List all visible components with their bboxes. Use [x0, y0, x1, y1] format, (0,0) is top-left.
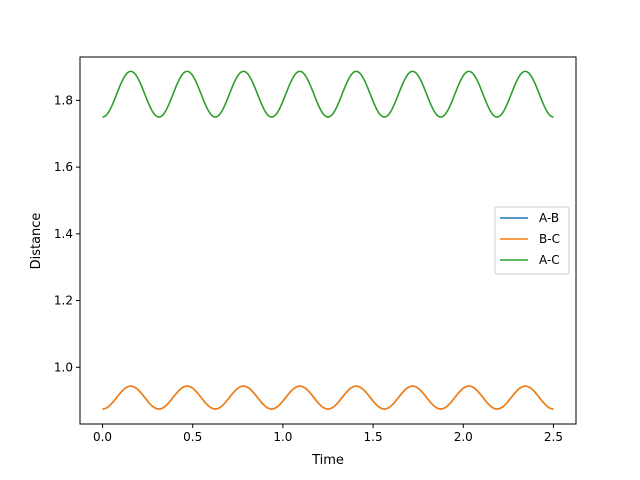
x-tick-label: 1.0 — [273, 430, 292, 444]
x-tick-label: 0.5 — [183, 430, 202, 444]
series-layer — [102, 70, 554, 410]
x-axis-label: Time — [311, 453, 344, 468]
x-axis: 0.0 0.5 1.0 1.5 2.0 2.5 — [93, 424, 563, 444]
plot-frame — [79, 56, 577, 425]
y-axis: 1.0 1.2 1.4 1.6 1.8 — [54, 93, 80, 374]
x-tick-label: 0.0 — [93, 430, 112, 444]
y-tick-label: 1.4 — [54, 227, 73, 241]
y-tick-label: 1.8 — [54, 93, 73, 107]
legend-label: A-C — [539, 253, 560, 267]
y-tick-label: 1.0 — [54, 360, 73, 374]
legend-items: A-B B-C A-C — [500, 211, 560, 267]
x-tick-label: 2.0 — [454, 430, 473, 444]
y-tick-label: 1.6 — [54, 160, 73, 174]
y-axis-label: Distance — [29, 213, 44, 270]
series-line-a-c — [102, 70, 554, 118]
legend: A-B B-C A-C — [494, 206, 570, 275]
y-tick-label: 1.2 — [54, 294, 73, 308]
plot-area — [80, 57, 576, 424]
x-tick-label: 2.5 — [544, 430, 563, 444]
legend-frame — [494, 206, 570, 275]
legend-label: B-C — [539, 232, 560, 246]
legend-label: A-B — [539, 211, 559, 225]
series-line-b-c — [102, 385, 554, 410]
x-tick-label: 1.5 — [364, 430, 383, 444]
